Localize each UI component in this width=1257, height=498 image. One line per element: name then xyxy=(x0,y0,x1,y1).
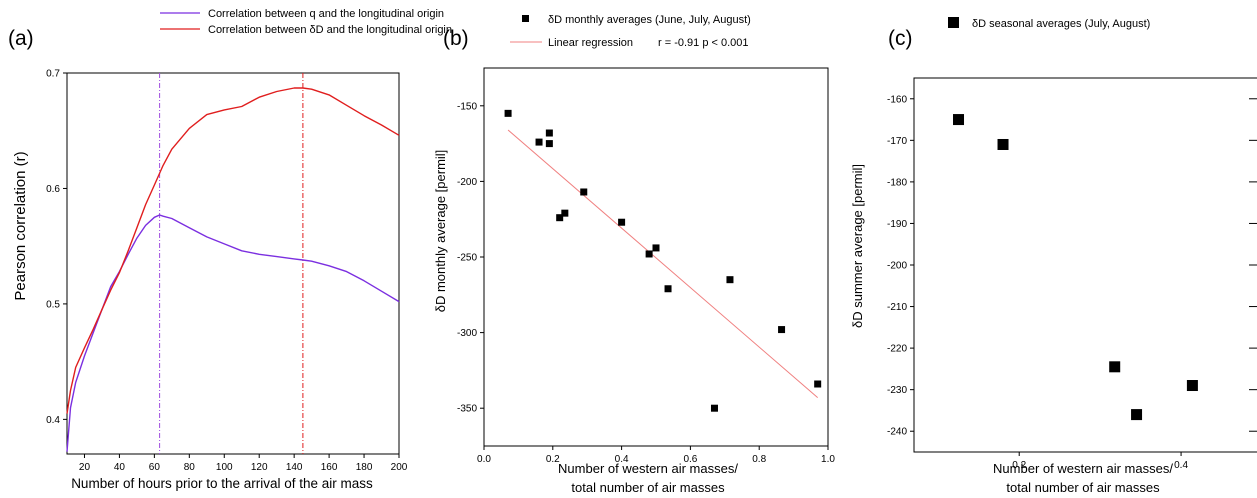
y-tick-label: 0.6 xyxy=(46,184,60,195)
y-tick-label: -150 xyxy=(457,101,477,112)
x-tick-label: 40 xyxy=(114,462,126,473)
x-tick-label: 100 xyxy=(216,462,233,473)
y-tick-label: -210 xyxy=(887,302,907,313)
x-tick-label: 0.4 xyxy=(1174,460,1188,471)
data-point xyxy=(535,138,543,146)
panel-b: (b) δD monthly averages (June, July, Aug… xyxy=(433,14,835,495)
y-tick-label: -250 xyxy=(457,253,477,264)
panel-b-y-axis-title: δD monthly average [permil] xyxy=(433,150,448,313)
panel-c-x-axis-title-line-1: Number of western air masses/ xyxy=(993,461,1173,476)
y-tick-label: -300 xyxy=(457,328,477,339)
data-point xyxy=(645,250,653,258)
x-tick-label: 0.4 xyxy=(615,454,629,465)
y-tick-label: 0.5 xyxy=(46,299,60,310)
x-tick-label: 0.0 xyxy=(477,454,491,465)
plot-frame xyxy=(483,67,829,447)
data-point xyxy=(545,140,553,148)
panel-b-legend: δD monthly averages (June, July, August)… xyxy=(510,14,751,49)
x-tick-label: 0.2 xyxy=(1012,460,1026,471)
y-tick-label: -200 xyxy=(457,177,477,188)
panel-c: (c) δD seasonal averages (July, August) … xyxy=(850,17,1257,495)
data-point xyxy=(652,244,660,252)
x-tick-label: 0.8 xyxy=(752,454,766,465)
data-point xyxy=(814,380,822,388)
data-point xyxy=(778,326,786,334)
y-tick-label: -240 xyxy=(887,427,907,438)
panel-c-y-axis-title: δD summer average [permil] xyxy=(850,164,865,328)
data-point xyxy=(504,109,512,117)
x-tick-label: 80 xyxy=(184,462,196,473)
panel-a-plot: 20 40 60 80 100 120 140 160 180 200 0.4 0.5 0.6 0.7 xyxy=(46,69,408,474)
regression-line xyxy=(507,129,819,398)
plot-frame xyxy=(66,72,400,455)
data-point xyxy=(726,276,734,284)
panel-c-label: (c) xyxy=(888,27,913,50)
y-tick-label: -200 xyxy=(887,261,907,272)
legend-label-monthly: δD monthly averages (June, July, August) xyxy=(548,14,751,26)
x-tick-label: 200 xyxy=(391,462,408,473)
series-line-dD xyxy=(66,87,400,414)
legend-label-seasonal: δD seasonal averages (July, August) xyxy=(972,18,1150,30)
panel-a-x-axis-title: Number of hours prior to the arrival of … xyxy=(71,476,373,491)
data-point xyxy=(556,214,564,222)
data-point xyxy=(580,188,588,196)
panel-a: (a) Correlation between q and the longit… xyxy=(8,8,452,491)
legend-marker-monthly xyxy=(522,15,529,22)
panel-c-plot: 0.2 0.4 -160 -170 -180 -190 -200 -210 -220 -230 -2… xyxy=(887,77,1257,471)
data-point xyxy=(1186,380,1198,392)
data-point xyxy=(1131,409,1143,421)
series-line-q xyxy=(66,214,400,452)
x-tick-label: 180 xyxy=(356,462,373,473)
y-tick-label: -230 xyxy=(887,385,907,396)
panel-c-legend: δD seasonal averages (July, August) xyxy=(948,17,1150,30)
data-point xyxy=(1109,361,1121,373)
y-tick-label: -170 xyxy=(887,136,907,147)
y-tick-label: -180 xyxy=(887,177,907,188)
panel-a-legend: Correlation between q and the longitudin… xyxy=(160,8,452,36)
x-tick-label: 160 xyxy=(321,462,338,473)
panel-b-plot: 0.0 0.2 0.4 0.6 0.8 1.0 -150 -200 -250 -300 -350 xyxy=(457,67,835,465)
y-tick-label: -160 xyxy=(887,94,907,105)
panel-b-x-axis-title-line-2: total number of air masses xyxy=(571,480,725,495)
data-point xyxy=(997,138,1009,150)
data-point xyxy=(710,404,718,412)
data-point xyxy=(664,285,672,293)
legend-label-q: Correlation between q and the longitudin… xyxy=(208,8,444,20)
legend-label-regression: Linear regression xyxy=(548,37,633,49)
data-point xyxy=(953,114,965,126)
plot-frame xyxy=(913,77,1257,453)
data-point xyxy=(561,209,569,217)
x-tick-label: 0.2 xyxy=(546,454,560,465)
y-tick-label: 0.7 xyxy=(46,69,60,80)
y-tick-label: -220 xyxy=(887,344,907,355)
legend-label-regression-stats: r = -0.91 p < 0.001 xyxy=(658,37,749,49)
x-tick-label: 120 xyxy=(251,462,268,473)
panel-c-x-axis-title-line-2: total number of air masses xyxy=(1006,480,1160,495)
panel-a-y-axis-title: Pearson correlation (r) xyxy=(12,151,29,300)
x-tick-label: 140 xyxy=(286,462,303,473)
x-tick-label: 60 xyxy=(149,462,161,473)
panel-b-x-axis-title-line-1: Number of western air masses/ xyxy=(558,461,738,476)
y-tick-label: -350 xyxy=(457,404,477,415)
data-point xyxy=(618,218,626,226)
x-tick-label: 0.6 xyxy=(683,454,697,465)
x-tick-label: 20 xyxy=(79,462,91,473)
data-point xyxy=(545,129,553,137)
y-tick-label: 0.4 xyxy=(46,415,60,426)
legend-label-dD: Correlation between δD and the longitudi… xyxy=(208,24,452,36)
legend-marker-seasonal xyxy=(948,17,959,28)
x-tick-label: 1.0 xyxy=(821,454,835,465)
panel-b-label: (b) xyxy=(443,27,469,50)
y-tick-label: -190 xyxy=(887,219,907,230)
panel-a-label: (a) xyxy=(8,27,34,50)
